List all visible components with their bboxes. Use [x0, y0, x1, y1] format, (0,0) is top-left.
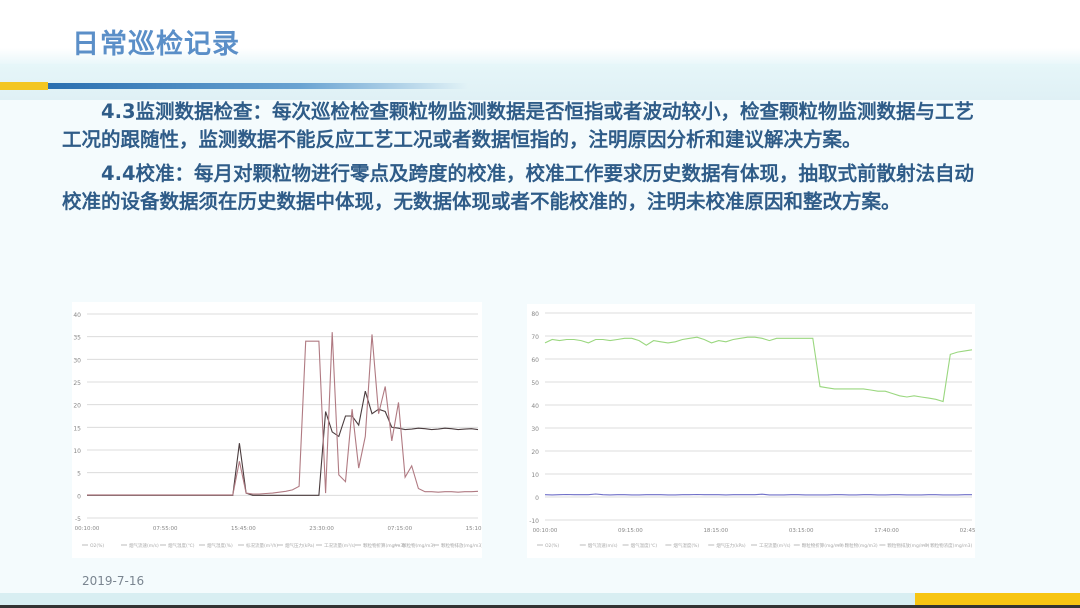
series-line-0: [87, 390, 479, 496]
chart-svg: -10 0 10 20 30 40 50 60 70 80 00:10:00 09:15:00 18:1…: [529, 311, 985, 549]
gold-accent-bar: [0, 82, 48, 90]
particulate-chart-left: -5 0 5 10 15 20 25 30 35 40 00:10:00 07:55:00 15:45:…: [72, 302, 491, 558]
legend-entry[interactable]: 烟气湿度(%): [207, 542, 233, 549]
y-tick-label: 20: [73, 403, 81, 410]
y-tick-label: 10: [531, 472, 539, 479]
y-tick-label: 80: [531, 311, 539, 318]
y-tick-label: 40: [73, 312, 81, 319]
x-tick-label: 00:10:00: [533, 528, 558, 534]
legend-entry[interactable]: 颗粒物排放(mg/m3): [887, 542, 929, 549]
series-line-1: [544, 493, 972, 496]
y-tick-label: -10: [529, 518, 539, 525]
y-tick-label: 35: [73, 335, 81, 342]
x-tick-label: 17:40:00: [874, 528, 899, 534]
legend-entry[interactable]: 烟气流速(m/s): [129, 542, 159, 549]
series-line-1: [87, 332, 479, 496]
legend-entry[interactable]: 颗粒物排放(mg/m3): [441, 542, 483, 549]
legend-entry[interactable]: 标况流量(m³/h): [246, 542, 278, 549]
chart-svg: -5 0 5 10 15 20 25 30 35 40 00:10:00 07:55:00 15:45:…: [73, 312, 490, 549]
slide-date: 2019-7-16: [82, 574, 145, 588]
y-tick-label: 40: [531, 403, 539, 410]
legend-entry[interactable]: 烟气湿度(%): [673, 542, 699, 549]
x-tick-label: 07:55:00: [153, 526, 178, 532]
y-tick-label: 50: [531, 380, 539, 387]
x-tick-label: 00:10:00: [75, 526, 100, 532]
temperature-chart-right: -10 0 10 20 30 40 50 60 70 80 00:10:00 09:15:00 18:1…: [527, 304, 985, 558]
y-tick-label: 15: [73, 425, 81, 432]
series-line-0: [544, 336, 973, 403]
legend-entry[interactable]: 颗粒物(mg/m3): [845, 542, 878, 549]
legend-entry[interactable]: 颗粒物折算(mg/m3): [802, 542, 844, 549]
paragraph-monitoring-check: 4.3监测数据检查：每次巡检检查颗粒物监测数据是否恒指或者波动较小，检查颗粒物监…: [62, 100, 975, 151]
legend-entry[interactable]: 烟气温度(℃): [168, 542, 195, 549]
y-tick-label: 30: [531, 426, 539, 433]
x-tick-label: 03:15:00: [789, 528, 814, 534]
footer-gold-bar: [915, 593, 1080, 605]
x-tick-label: 02:45:00: [960, 528, 975, 534]
footer-band: [0, 593, 1080, 605]
legend-entry[interactable]: 烟气流速(m/s): [588, 542, 618, 549]
y-tick-label: 60: [531, 357, 539, 364]
x-tick-label: 07:15:00: [387, 526, 412, 532]
legend-entry[interactable]: O2(%): [90, 543, 104, 549]
slide-title: 日常巡检记录: [72, 29, 240, 60]
legend-entry[interactable]: 烟气压力(kPa): [285, 542, 315, 549]
x-tick-label: 18:15:00: [703, 528, 728, 534]
y-tick-label: 10: [73, 448, 81, 455]
blue-accent-bar: [48, 83, 468, 89]
legend-entry[interactable]: 颗粒物浓度(mg/m3): [930, 542, 972, 549]
y-tick-label: 25: [73, 380, 81, 387]
slide-header: 日常巡检记录: [0, 0, 1080, 64]
footer-line: [0, 605, 1080, 608]
legend-entry[interactable]: 颗粒物(mg/m3): [402, 542, 435, 549]
y-tick-label: 70: [531, 334, 539, 341]
x-tick-label: 15:45:00: [231, 526, 256, 532]
y-tick-label: 0: [535, 495, 539, 502]
legend-entry[interactable]: 烟气压力(kPa): [716, 542, 746, 549]
x-tick-label: 15:10:00: [466, 526, 482, 532]
paragraph-calibration: 4.4校准：每月对颗粒物进行零点及跨度的校准，校准工作要求历史数据有体现，抽取式…: [62, 162, 975, 213]
x-tick-label: 09:15:00: [618, 528, 643, 534]
y-tick-label: 0: [77, 493, 81, 500]
legend-entry[interactable]: 颗粒物折算(mg/m3): [363, 542, 405, 549]
legend-entry[interactable]: 工况流量(m³/s): [324, 542, 356, 549]
header-band: [0, 64, 1080, 100]
legend-entry[interactable]: O2(%): [545, 543, 559, 549]
y-tick-label: 5: [77, 471, 81, 478]
x-tick-label: 23:30:00: [309, 526, 334, 532]
slide-body: 4.3监测数据检查：每次巡检检查颗粒物监测数据是否恒指或者波动较小，检查颗粒物监…: [62, 98, 982, 222]
y-tick-label: 30: [73, 357, 81, 364]
legend-entry[interactable]: 烟气温度(℃): [631, 542, 658, 549]
y-tick-label: -5: [75, 516, 81, 523]
y-tick-label: 20: [531, 449, 539, 456]
legend-entry[interactable]: 工况流量(m³/s): [759, 542, 791, 549]
